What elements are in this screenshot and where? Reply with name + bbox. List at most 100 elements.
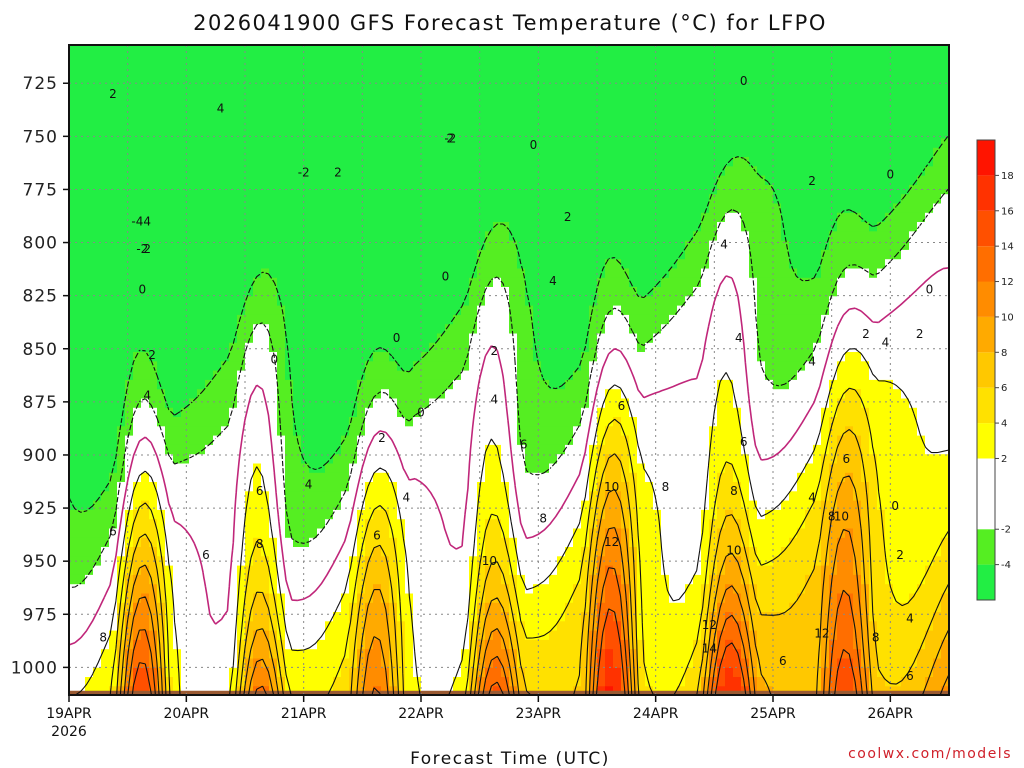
heat-cell: [157, 685, 166, 696]
heat-cell: [85, 332, 94, 343]
heat-cell: [109, 147, 118, 157]
heat-cell: [349, 267, 358, 278]
heat-cell: [597, 305, 606, 315]
heat-cell: [197, 295, 206, 306]
heat-cell: [221, 667, 230, 677]
heat-cell: [437, 602, 446, 612]
heat-cell: [237, 128, 246, 139]
heat-cell: [261, 537, 270, 547]
heat-cell: [253, 100, 262, 111]
heat-cell: [109, 184, 118, 195]
heat-cell: [533, 175, 542, 185]
heat-cell: [229, 54, 238, 65]
heat-cell: [397, 286, 406, 297]
heat-cell: [101, 435, 110, 445]
heat-cell: [101, 500, 110, 510]
heat-cell: [85, 351, 94, 362]
heat-cell: [181, 305, 190, 315]
heat-cell: [621, 184, 630, 195]
heat-cell: [189, 546, 198, 557]
heat-cell: [133, 267, 142, 278]
heat-cell: [581, 462, 590, 473]
heat-cell: [413, 388, 422, 399]
heat-cell: [389, 397, 398, 408]
heat-cell: [621, 295, 630, 306]
heat-cell: [349, 453, 358, 464]
heat-cell: [397, 314, 406, 325]
heat-cell: [189, 416, 198, 427]
heat-cell: [69, 416, 78, 427]
heat-cell: [557, 332, 566, 343]
heat-cell: [349, 193, 358, 204]
heat-cell: [157, 193, 166, 204]
heat-cell: [413, 676, 422, 687]
heat-cell: [485, 286, 494, 297]
heat-cell: [93, 175, 102, 185]
heat-cell: [389, 202, 398, 213]
heat-cell: [389, 648, 398, 659]
heat-cell: [117, 100, 126, 111]
heat-cell: [421, 184, 430, 195]
heat-cell: [573, 583, 582, 594]
heat-cell: [69, 490, 78, 501]
heat-cell: [429, 147, 438, 157]
heat-cell: [397, 63, 406, 74]
heat-cell: [237, 360, 246, 371]
heat-cell: [557, 267, 566, 278]
heat-cell: [309, 527, 318, 538]
heat-cell: [317, 388, 326, 399]
heat-cell: [245, 63, 254, 74]
heat-cell: [493, 379, 502, 390]
heat-cell: [229, 323, 238, 334]
heat-cell: [253, 202, 262, 213]
heat-cell: [413, 407, 422, 417]
heat-cell: [493, 351, 502, 362]
heat-cell: [173, 527, 182, 538]
heat-cell: [509, 91, 518, 102]
heat-cell: [245, 500, 254, 510]
heat-cell: [485, 462, 494, 473]
heat-cell: [389, 82, 398, 92]
heat-cell: [149, 602, 158, 612]
heat-cell: [253, 91, 262, 102]
heat-cell: [341, 351, 350, 362]
heat-cell: [589, 379, 598, 390]
heat-cell: [541, 648, 550, 659]
heat-cell: [573, 249, 582, 260]
heat-cell: [533, 620, 542, 631]
heat-cell: [173, 137, 182, 148]
heat-cell: [245, 212, 254, 222]
heat-cell: [325, 592, 334, 603]
heat-cell: [221, 54, 230, 65]
heat-cell: [301, 388, 310, 399]
heat-cell: [405, 462, 414, 473]
heat-cell: [181, 332, 190, 343]
heat-cell: [453, 54, 462, 65]
heat-cell: [485, 156, 494, 167]
heat-cell: [445, 630, 454, 640]
heat-cell: [77, 425, 86, 436]
heat-cell: [277, 175, 286, 185]
heat-cell: [365, 518, 374, 529]
heat-cell: [77, 295, 86, 306]
heat-cell: [453, 648, 462, 659]
heat-cell: [285, 425, 294, 436]
heat-cell: [213, 332, 222, 343]
heat-cell: [349, 518, 358, 529]
heat-cell: [557, 370, 566, 380]
heat-cell: [165, 602, 174, 612]
heat-cell: [557, 193, 566, 204]
heat-cell: [421, 323, 430, 334]
heat-cell: [453, 657, 462, 668]
heat-cell: [565, 323, 574, 334]
heat-cell: [533, 416, 542, 427]
heat-cell: [421, 639, 430, 650]
heat-cell: [493, 305, 502, 315]
heat-cell: [413, 82, 422, 92]
heat-cell: [501, 500, 510, 510]
heat-cell: [509, 286, 518, 297]
heat-cell: [589, 397, 598, 408]
heat-cell: [245, 156, 254, 167]
heat-cell: [205, 453, 214, 464]
heat-cell: [477, 518, 486, 529]
